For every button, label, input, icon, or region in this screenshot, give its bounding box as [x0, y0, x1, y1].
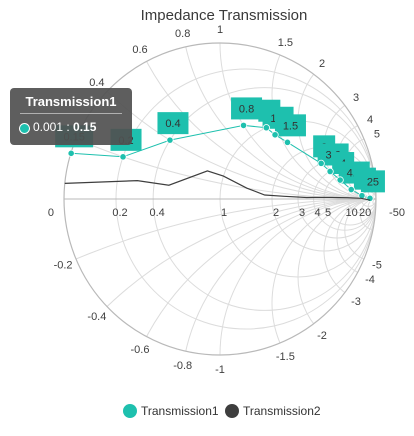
- reactance-label-neg-1: -0.4: [87, 311, 106, 323]
- tooltip-value: 0.001 : 0.15: [33, 120, 96, 134]
- reactance-arc-neg-6: [298, 199, 414, 355]
- reactance-label-neg-6: -2: [317, 330, 327, 342]
- data-point-0-8[interactable]: [327, 168, 333, 174]
- resistance-label-3: 1: [221, 207, 227, 219]
- data-point-0-6[interactable]: [284, 139, 290, 145]
- reactance-label-neg-8: -4: [365, 274, 375, 286]
- resistance-label-5: 3: [299, 207, 305, 219]
- data-point-0-4[interactable]: [263, 125, 269, 131]
- data-point-0-7[interactable]: [318, 160, 324, 166]
- tooltip: Transmission1 0.001 : 0.15: [10, 88, 132, 145]
- reactance-label-neg-7: -3: [351, 296, 361, 308]
- data-point-0-10[interactable]: [348, 186, 354, 192]
- reactance-label-pos-9: 5: [374, 129, 380, 141]
- data-label-3: 0.8: [239, 103, 254, 115]
- resistance-label-2: 0.4: [149, 207, 164, 219]
- legend: Transmission1 Transmission2: [123, 404, 321, 418]
- tooltip-reactance: 0.15: [73, 120, 96, 134]
- resistance-label-1: 0.2: [112, 207, 127, 219]
- legend-marker-transmission2[interactable]: [225, 404, 239, 418]
- legend-label-transmission2[interactable]: Transmission2: [243, 404, 321, 418]
- reactance-label-neg-5: -1.5: [276, 351, 295, 363]
- reactance-label-pos-2: 0.6: [132, 44, 147, 56]
- reactance-label-pos-8: 4: [367, 114, 373, 126]
- resistance-label-9: 20: [359, 207, 371, 219]
- reactance-label-neg-0: -0.2: [54, 259, 73, 271]
- reactance-label-pos-1: 0.4: [89, 77, 104, 89]
- data-point-0-1[interactable]: [120, 154, 126, 160]
- data-point-0-0[interactable]: [68, 150, 74, 156]
- data-label-6: 1.5: [283, 120, 298, 132]
- tooltip-resistance: 0.001: [33, 120, 63, 134]
- reactance-label-neg-2: -0.6: [131, 344, 150, 356]
- reactance-label-pos-4: 1: [217, 24, 223, 36]
- legend-label-transmission1[interactable]: Transmission1: [141, 404, 219, 418]
- resistance-label-6: 4: [315, 207, 321, 219]
- reactance-arc-neg-2: [116, 199, 414, 436]
- reactance-label-pos-5: 1.5: [278, 37, 293, 49]
- resistance-label-4: 2: [273, 207, 279, 219]
- resistance-label-7: 5: [325, 207, 331, 219]
- data-label-2: 0.4: [165, 118, 180, 130]
- data-point-0-2[interactable]: [167, 137, 173, 143]
- legend-marker-transmission1[interactable]: [123, 404, 137, 418]
- resistance-label-0: 0: [48, 207, 54, 219]
- reactance-label-neg-9: -5: [372, 259, 382, 271]
- resistance-label-8: 10: [346, 207, 358, 219]
- reactance-label-neg-3: -0.8: [173, 360, 192, 372]
- tooltip-title: Transmission1: [10, 94, 132, 109]
- data-point-0-5[interactable]: [272, 132, 278, 138]
- reactance-label-neg-4: -1: [215, 364, 225, 376]
- tooltip-divider: [20, 113, 122, 114]
- data-point-0-3[interactable]: [240, 122, 246, 128]
- chart-title: Impedance Transmission: [141, 7, 308, 24]
- reactance-arc-pos-3: [181, 0, 414, 199]
- tooltip-marker: [19, 123, 30, 134]
- reactance-label-pos-3: 0.8: [175, 28, 190, 40]
- reactance-label-pos-7: 3: [353, 92, 359, 104]
- reactance-label-pos-6: 2: [319, 58, 325, 70]
- reactance-arc-neg-4: [220, 199, 414, 436]
- tooltip-separator: :: [63, 120, 73, 134]
- reactance-label-pos-12: -50: [389, 207, 405, 219]
- data-label-12: 25: [367, 176, 379, 188]
- data-point-0-9[interactable]: [337, 177, 343, 183]
